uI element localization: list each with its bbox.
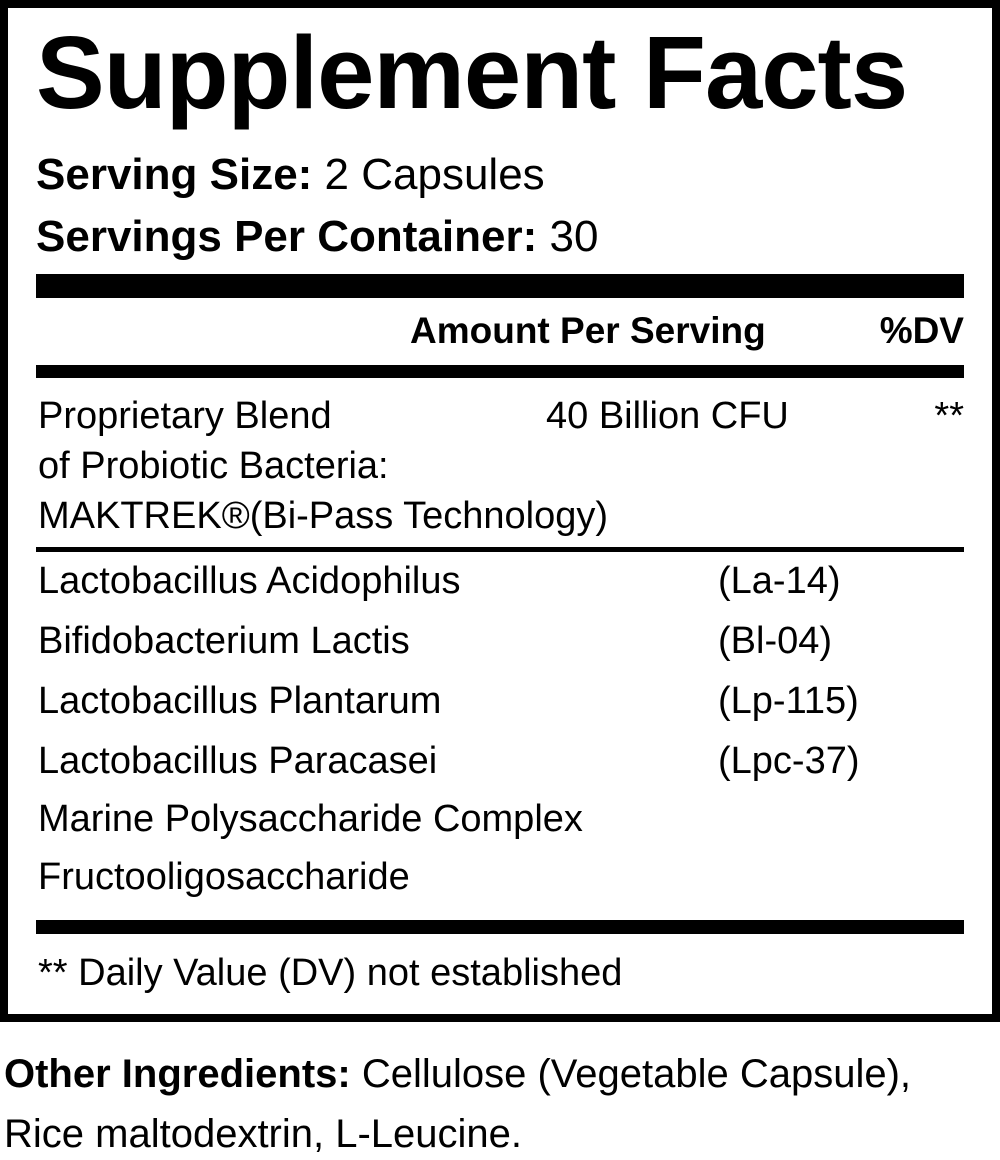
ingredient-name: Lactobacillus Paracasei [38,740,438,782]
supplement-facts-panel [0,0,1000,1022]
blend-amount: 40 Billion CFU [546,395,789,437]
serving-size-label: Serving Size: [36,150,313,199]
ingredient-strain: (Bl-04) [718,620,833,662]
servings-per-container: Servings Per Container: 30 [36,212,598,262]
divider-medium [36,920,964,934]
other-ingredients-line: Rice maltodextrin, L-Leucine. [4,1112,523,1156]
servings-per-container-label: Servings Per Container: [36,212,538,261]
blend-line: MAKTREK®(Bi-Pass Technology) [38,495,609,537]
ingredient-strain: (La-14) [718,560,841,602]
ingredient-name: Marine Polysaccharide Complex [38,798,583,840]
ingredient-name: Lactobacillus Plantarum [38,680,442,722]
blend-line: of Probiotic Bacteria: [38,445,389,487]
ingredient-name: Fructooligosaccharide [38,856,410,898]
blend-line: Proprietary Blend [38,395,332,437]
ingredient-strain: (Lpc-37) [718,740,860,782]
blend-dv: ** [934,395,964,437]
serving-size: Serving Size: 2 Capsules [36,150,545,200]
amount-per-serving-header: Amount Per Serving [410,310,766,351]
ingredient-name: Bifidobacterium Lactis [38,620,410,662]
divider-medium [36,365,964,378]
panel-title: Supplement Facts [36,15,908,130]
serving-size-value: 2 Capsules [324,150,545,199]
other-ingredients-label: Other Ingredients: [4,1052,351,1096]
other-ingredients-line: Cellulose (Vegetable Capsule), [361,1052,912,1096]
footnote: ** Daily Value (DV) not established [38,952,623,994]
dv-header: %DV [879,310,964,351]
ingredient-name: Lactobacillus Acidophilus [38,560,461,602]
servings-per-container-value: 30 [549,212,599,261]
divider-thin [36,547,964,552]
ingredient-strain: (Lp-115) [718,680,859,722]
other-ingredients: Other Ingredients: Cellulose (Vegetable … [4,1052,911,1097]
divider-thick [36,274,964,298]
